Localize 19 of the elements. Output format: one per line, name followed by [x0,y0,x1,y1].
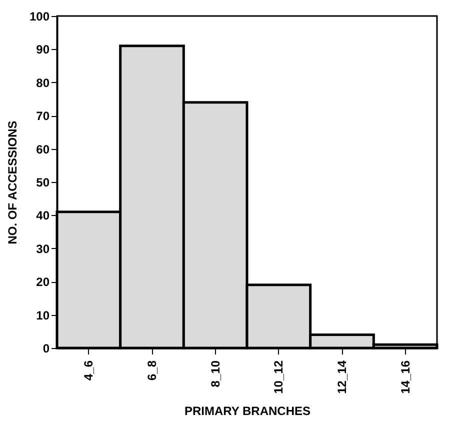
y-tick-label: 40 [36,208,50,223]
x-axis-title: PRIMARY BRANCHES [184,404,311,418]
x-tick-label: 6_8 [145,360,159,381]
y-tick-label: 0 [42,342,50,356]
x-tick-label: 10_12 [272,360,286,394]
y-tick-label: 60 [36,142,50,156]
x-tick-label: 4_6 [82,360,96,381]
y-tick-label: 100 [29,10,50,24]
y-tick-label: 10 [36,308,50,322]
y-tick-label: 20 [36,275,50,290]
x-tick-label: 8_10 [208,360,222,388]
y-tick-label: 80 [36,76,50,90]
x-tick-label: 14_16 [398,360,412,394]
y-tick-label: 90 [36,42,50,57]
y-tick-label: 30 [36,242,50,256]
x-tick-label: 12_14 [335,360,349,394]
y-tick-label: 70 [36,109,50,124]
y-tick-label: 50 [36,176,50,190]
y-axis-title: NO. OF ACCESSIONS [5,120,20,244]
